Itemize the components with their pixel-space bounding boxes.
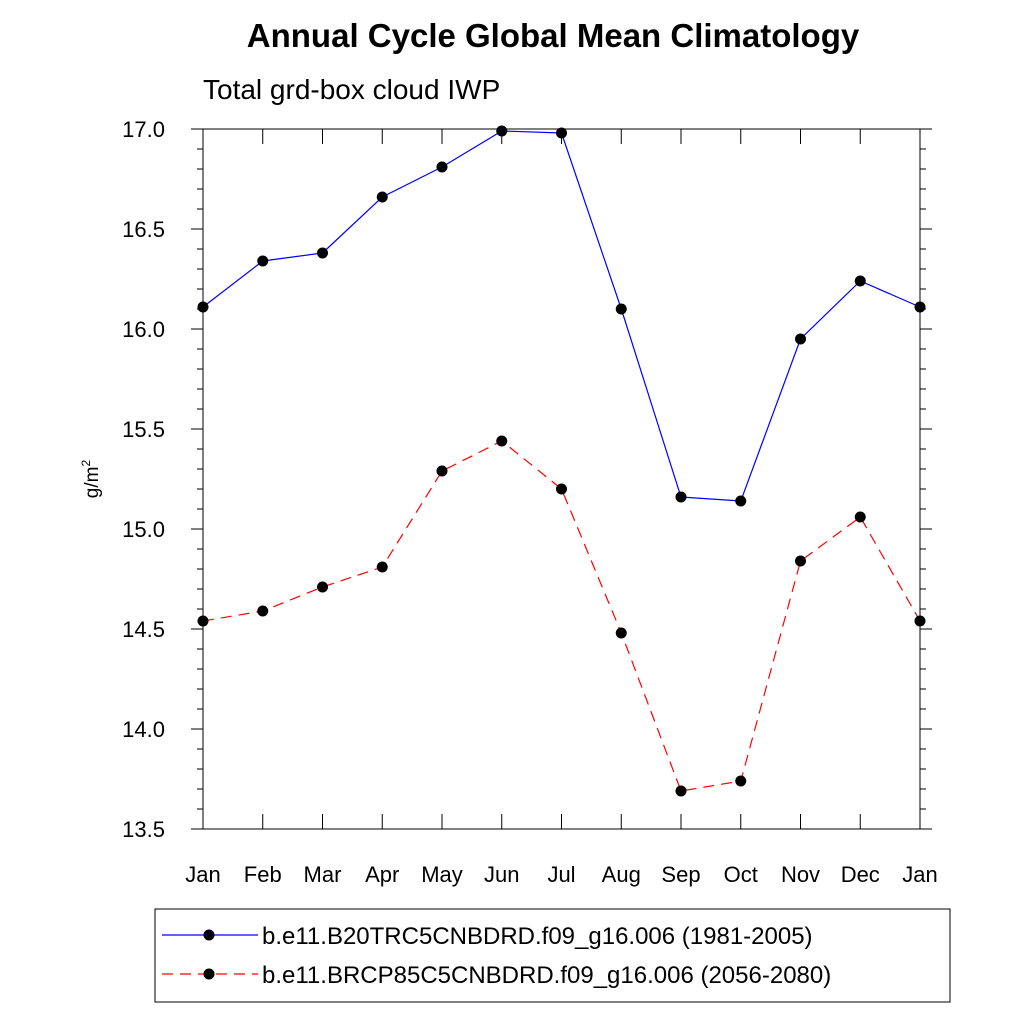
x-tick-label: Apr [365,862,399,887]
series-1-point [854,275,866,287]
series-1-point [376,191,388,203]
chart-subtitle: Total grd-box cloud IWP [203,74,500,105]
y-tick-label: 17.0 [122,117,165,142]
series-1-point [436,161,448,173]
series-1-point [914,301,926,313]
y-tick-label: 16.0 [122,317,165,342]
y-axis-label: g/m2 [79,460,103,499]
series-1-point [496,125,508,137]
chart-title: Annual Cycle Global Mean Climatology [247,17,860,54]
x-tick-label: Aug [602,862,641,887]
y-tick-label: 16.5 [122,217,165,242]
y-axis-label-exponent: 2 [79,460,93,467]
series-2-point [436,465,448,477]
plot-frame [202,128,921,830]
x-tick-label: Dec [841,862,880,887]
y-tick-label: 14.5 [122,617,165,642]
x-tick-label: Jul [547,862,575,887]
y-tick-label: 13.5 [122,817,165,842]
legend: b.e11.B20TRC5CNBDRD.f09_g16.006 (1981-20… [162,923,831,989]
series-line-1 [202,130,921,502]
series-2-point [496,435,508,447]
series-1-point [257,255,269,267]
series-2-point [735,775,747,787]
x-tick-label: Jun [484,862,519,887]
legend-marker-2 [203,968,215,980]
series-layer [197,125,926,797]
series-1-point [675,491,687,503]
x-tick-label: Sep [661,862,700,887]
legend-marker-1 [203,929,215,941]
series-1-point [556,127,567,139]
series-2-point [675,785,687,797]
x-tick-label: May [421,862,463,887]
series-2-point [914,615,926,627]
series-1-point [317,247,328,259]
x-tick-label: Nov [781,862,820,887]
y-tick-label: 14.0 [122,717,165,742]
series-2-point [615,627,627,639]
series-1-point [735,495,747,507]
series-2-point [257,605,269,617]
y-tick-label: 15.0 [122,517,165,542]
series-2-point [556,483,567,495]
y-tick-label: 15.5 [122,417,165,442]
axes-layer: Jan Feb Mar Apr May Jun Jul Aug Sep Oct Nov Dec Jan 1… [122,117,938,887]
x-tick-label: Mar [304,862,342,887]
series-2-point [197,615,209,627]
series-2-point [854,511,866,523]
y-axis-label-unit: g/m [82,467,103,499]
series-2-point [376,561,388,573]
x-tick-label: Jan [185,862,220,887]
x-tick-label: Oct [724,862,758,887]
series-1-point [197,301,209,313]
series-1-point [795,333,806,345]
x-tick-label: Feb [244,862,282,887]
legend-label-1: b.e11.B20TRC5CNBDRD.f09_g16.006 (1981-20… [262,923,813,950]
series-2-point [795,555,806,567]
legend-label-2: b.e11.BRCP85C5CNBDRD.f09_g16.006 (2056-2… [262,962,831,989]
x-tick-label: Jan [902,862,937,887]
series-1-point [615,303,627,315]
legend-box [154,908,951,1003]
series-2-point [317,581,328,593]
